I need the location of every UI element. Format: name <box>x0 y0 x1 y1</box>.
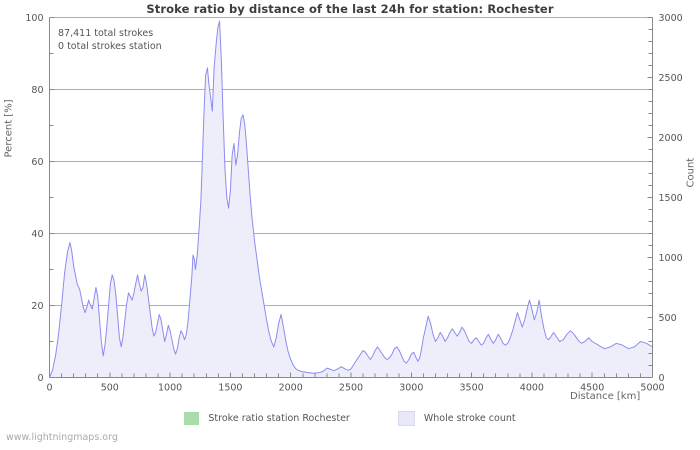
chart-title: Stroke ratio by distance of the last 24h… <box>146 2 554 16</box>
svg-text:3000: 3000 <box>659 13 683 24</box>
svg-text:5000: 5000 <box>640 383 664 394</box>
chart-annotation: 87,411 total strokes 0 total strokes sta… <box>58 27 162 53</box>
svg-text:0: 0 <box>659 373 665 384</box>
svg-text:2000: 2000 <box>659 133 683 144</box>
svg-text:2500: 2500 <box>659 73 683 84</box>
svg-text:3500: 3500 <box>460 383 484 394</box>
chart-legend: Stroke ratio station Rochester Whole stro… <box>0 411 700 426</box>
svg-text:1000: 1000 <box>659 253 683 264</box>
svg-text:60: 60 <box>31 157 43 168</box>
svg-text:2500: 2500 <box>339 383 363 394</box>
watermark: www.lightningmaps.org <box>6 432 118 443</box>
legend-item[interactable]: Stroke ratio station Rochester <box>184 412 350 425</box>
svg-text:20: 20 <box>31 301 43 312</box>
svg-text:0: 0 <box>37 373 43 384</box>
svg-text:500: 500 <box>101 383 119 394</box>
svg-text:40: 40 <box>31 229 43 240</box>
svg-text:4000: 4000 <box>520 383 544 394</box>
annotation-total-strokes-station: 0 total strokes station <box>58 41 162 52</box>
legend-swatch <box>184 412 200 425</box>
svg-text:3000: 3000 <box>399 383 423 394</box>
annotation-total-strokes: 87,411 total strokes <box>58 28 154 39</box>
svg-text:80: 80 <box>31 85 43 96</box>
y-axis-right-label: Count <box>685 157 697 188</box>
svg-text:2000: 2000 <box>279 383 303 394</box>
x-axis-label: Distance [km] <box>570 391 641 402</box>
svg-text:1500: 1500 <box>218 383 242 394</box>
svg-text:1000: 1000 <box>158 383 182 394</box>
legend-label: Stroke ratio station Rochester <box>208 413 350 424</box>
legend-label: Whole stroke count <box>423 413 516 424</box>
svg-text:500: 500 <box>659 313 677 324</box>
svg-text:1500: 1500 <box>659 193 683 204</box>
svg-text:0: 0 <box>46 383 52 394</box>
svg-text:4500: 4500 <box>580 383 604 394</box>
legend-swatch <box>397 411 415 426</box>
svg-text:100: 100 <box>25 13 43 24</box>
y-axis-left-label: Percent [%] <box>3 99 15 158</box>
legend-item[interactable]: Whole stroke count <box>397 411 516 426</box>
